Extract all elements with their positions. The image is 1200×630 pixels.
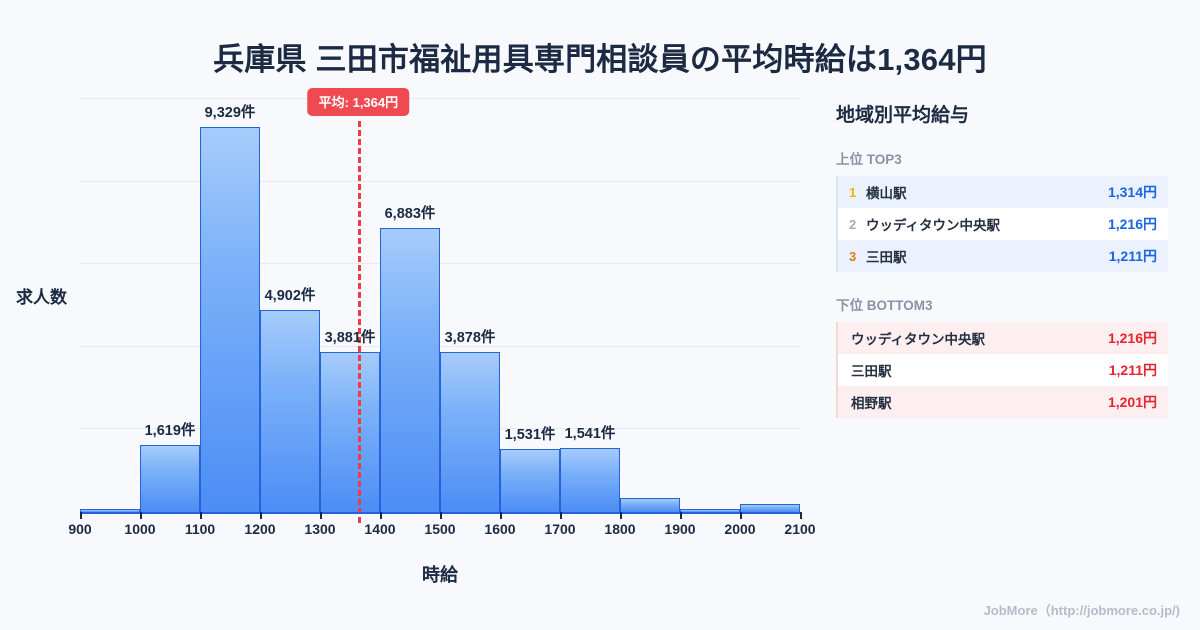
rank-number: 3 bbox=[849, 248, 857, 264]
x-axis-tick-label: 2100 bbox=[784, 521, 816, 537]
x-axis-tick-label: 1500 bbox=[424, 521, 456, 537]
bar bbox=[80, 509, 140, 512]
x-axis-tick bbox=[500, 512, 502, 519]
plot-area bbox=[80, 98, 800, 523]
histogram-chart: 求人数 平均: 1,364円 900 1000 1100 1200 1300 1400 15… bbox=[0, 88, 830, 588]
x-axis-tick-label: 2000 bbox=[724, 521, 756, 537]
bar-value-label: 1,531件 bbox=[504, 426, 556, 443]
bottom3-table-wrap: ウッディタウン中央駅 1,216円三田駅 1,211円相野駅 1,201円 bbox=[836, 322, 1168, 418]
x-axis-tick bbox=[800, 512, 802, 519]
y-axis-label: 求人数 bbox=[16, 288, 67, 307]
table-row[interactable]: 3 三田駅 1,211円 bbox=[838, 240, 1168, 272]
table-row[interactable]: 三田駅 1,211円 bbox=[838, 354, 1168, 386]
x-axis-tick bbox=[80, 512, 82, 519]
top3-heading: 上位 TOP3 bbox=[836, 152, 902, 167]
regional-salary-panel: 地域別平均給与 上位 TOP3 1 横山駅 1,314円 2 ウッディタウン中央駅 1,2… bbox=[836, 100, 1168, 440]
station-name: ウッディタウン中央駅 bbox=[851, 332, 986, 347]
bar-value-label: 1,619件 bbox=[144, 423, 196, 440]
rank-number: 1 bbox=[849, 184, 857, 200]
table-row[interactable]: 1 横山駅 1,314円 bbox=[838, 176, 1168, 208]
x-axis-tick bbox=[440, 512, 442, 519]
x-axis-tick bbox=[380, 512, 382, 519]
x-axis-tick bbox=[260, 512, 262, 519]
gridline bbox=[80, 263, 800, 265]
station-salary: 1,314円 bbox=[1107, 184, 1157, 200]
bar-value-label: 6,883件 bbox=[384, 205, 436, 222]
average-badge: 平均: 1,364円 bbox=[307, 88, 410, 116]
bar-value-label: 9,329件 bbox=[204, 104, 256, 121]
average-line bbox=[358, 121, 362, 523]
x-axis-tick-label: 1400 bbox=[364, 521, 396, 537]
x-axis-tick-label: 1700 bbox=[544, 521, 576, 537]
gridline bbox=[80, 98, 800, 99]
bar bbox=[140, 445, 200, 512]
x-axis-tick bbox=[320, 512, 322, 519]
bar bbox=[740, 503, 800, 512]
x-axis-tick bbox=[740, 512, 742, 519]
x-axis-label: 時給 bbox=[422, 565, 458, 585]
station-salary: 1,201円 bbox=[1107, 394, 1157, 410]
station-name: 横山駅 bbox=[866, 186, 907, 201]
bar bbox=[560, 448, 620, 512]
x-axis-tick-label: 1300 bbox=[304, 521, 336, 537]
station-name: 三田駅 bbox=[851, 364, 892, 379]
footer-attribution: JobMore（http://jobmore.co.jp/) bbox=[983, 603, 1180, 618]
x-axis-tick-label: 1100 bbox=[184, 521, 216, 537]
top3-table: 1 横山駅 1,314円 2 ウッディタウン中央駅 1,216円 3 三田駅 1,211円 bbox=[838, 176, 1168, 272]
station-salary: 1,211円 bbox=[1108, 362, 1157, 378]
bar bbox=[380, 227, 440, 512]
x-axis-tick-label: 1800 bbox=[604, 521, 636, 537]
station-salary: 1,216円 bbox=[1107, 330, 1157, 346]
x-axis-tick bbox=[200, 512, 202, 519]
station-name: ウッディタウン中央駅 bbox=[866, 218, 1001, 233]
bar-value-label: 3,878件 bbox=[444, 329, 496, 346]
bar bbox=[680, 509, 740, 512]
x-axis-tick-label: 1000 bbox=[124, 521, 156, 537]
station-name: 三田駅 bbox=[866, 250, 907, 265]
table-row[interactable]: ウッディタウン中央駅 1,216円 bbox=[838, 322, 1168, 354]
bottom3-heading: 下位 BOTTOM3 bbox=[836, 298, 933, 313]
bottom3-table: ウッディタウン中央駅 1,216円三田駅 1,211円相野駅 1,201円 bbox=[838, 322, 1168, 418]
x-axis-tick-label: 1600 bbox=[484, 521, 516, 537]
page-title: 兵庫県 三田市福祉用具専門相談員の平均時給は1,364円 bbox=[213, 42, 987, 77]
station-salary: 1,211円 bbox=[1108, 248, 1157, 264]
bar bbox=[200, 126, 260, 512]
gridline bbox=[80, 345, 800, 347]
bar-value-label: 1,541件 bbox=[564, 426, 616, 443]
station-name: 相野駅 bbox=[851, 396, 892, 411]
x-axis-tick bbox=[680, 512, 682, 519]
bar bbox=[440, 351, 500, 512]
x-axis-tick bbox=[560, 512, 562, 519]
bar bbox=[500, 448, 560, 512]
station-salary: 1,216円 bbox=[1107, 216, 1157, 232]
x-axis-tick bbox=[140, 512, 142, 519]
x-axis-tick bbox=[620, 512, 622, 519]
top3-table-wrap: 1 横山駅 1,314円 2 ウッディタウン中央駅 1,216円 3 三田駅 1,211円 bbox=[836, 176, 1168, 272]
x-axis-tick-label: 900 bbox=[68, 521, 92, 537]
x-axis-tick-label: 1200 bbox=[244, 521, 276, 537]
side-panel-title: 地域別平均給与 bbox=[836, 105, 970, 126]
bar-value-label: 4,902件 bbox=[264, 287, 316, 304]
table-row[interactable]: 2 ウッディタウン中央駅 1,216円 bbox=[838, 208, 1168, 240]
table-row[interactable]: 相野駅 1,201円 bbox=[838, 386, 1168, 418]
bar bbox=[260, 309, 320, 512]
gridline bbox=[80, 180, 800, 182]
rank-number: 2 bbox=[849, 216, 857, 232]
x-axis-tick-label: 1900 bbox=[664, 521, 696, 537]
bar bbox=[620, 498, 680, 512]
bar bbox=[320, 351, 380, 512]
bar-value-label: 3,881件 bbox=[324, 329, 376, 346]
